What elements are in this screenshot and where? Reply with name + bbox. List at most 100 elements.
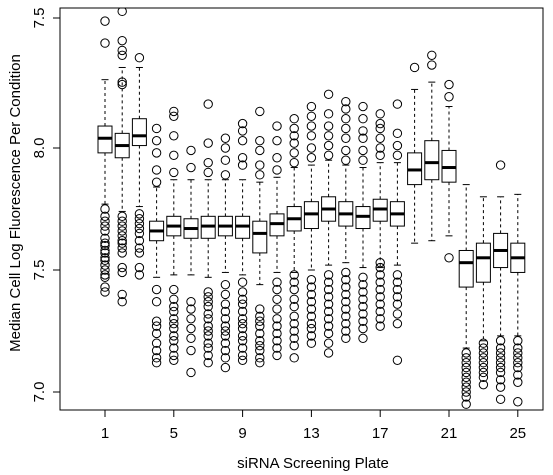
outlier-point	[513, 397, 523, 407]
outlier-point	[358, 101, 368, 112]
outlier-point	[306, 297, 317, 307]
outlier-point	[151, 345, 162, 356]
outlier-point	[358, 126, 368, 136]
outlier-point	[100, 282, 110, 292]
outlier-point	[255, 353, 265, 363]
outlier-point	[461, 392, 471, 402]
outlier-point	[151, 321, 162, 331]
outlier-point	[100, 211, 110, 222]
outlier-point	[169, 350, 179, 361]
outlier-point	[427, 60, 437, 70]
outlier-point	[289, 123, 299, 134]
outlier-point	[117, 8, 127, 17]
outlier-point	[461, 382, 471, 392]
outlier-point	[341, 311, 351, 322]
outlier-point	[306, 275, 317, 285]
outlier-point	[272, 284, 282, 295]
box-plate-4	[149, 123, 165, 368]
outlier-point	[203, 157, 213, 168]
outlier-point	[444, 253, 454, 263]
outlier-point	[392, 128, 403, 139]
outlier-point	[151, 316, 162, 326]
outlier-point	[358, 114, 368, 124]
outlier-point	[323, 284, 334, 295]
outlier-point	[478, 338, 489, 348]
outlier-point	[358, 145, 368, 156]
outlier-point	[186, 367, 196, 378]
outlier-point	[117, 231, 127, 241]
outlier-point	[323, 109, 334, 119]
outlier-point	[392, 150, 403, 161]
outlier-point	[151, 177, 162, 187]
outlier-point	[478, 367, 489, 378]
outlier-point	[151, 358, 162, 368]
outlier-point	[134, 223, 145, 234]
outlier-point	[203, 138, 213, 148]
box-iqr	[131, 118, 147, 147]
outlier-point	[134, 218, 145, 229]
outlier-point	[392, 318, 403, 329]
outlier-point	[255, 316, 265, 326]
outlier-point	[117, 238, 127, 248]
box-plate-15	[338, 96, 354, 344]
outlier-point	[203, 314, 213, 324]
outlier-point	[203, 358, 213, 368]
outlier-point	[151, 123, 162, 134]
outlier-point	[203, 321, 213, 331]
outlier-point	[117, 297, 127, 307]
outlier-point	[117, 211, 127, 222]
outlier-point	[461, 348, 471, 358]
outlier-point	[289, 333, 299, 344]
x-tick-label: 17	[372, 425, 389, 442]
outlier-point	[220, 155, 231, 165]
outlier-point	[220, 353, 231, 363]
outlier-point	[272, 153, 282, 163]
box-plate-24	[493, 160, 509, 405]
box-plate-16	[355, 101, 371, 344]
x-tick-label: 25	[509, 425, 526, 442]
box-plate-22	[458, 184, 474, 409]
outlier-point	[272, 121, 282, 131]
outlier-point	[306, 318, 317, 329]
outlier-point	[289, 318, 299, 329]
outlier-point	[117, 77, 127, 87]
outlier-point	[289, 277, 299, 287]
outlier-point	[100, 255, 110, 265]
outlier-point	[237, 318, 248, 329]
outlier-point	[375, 118, 385, 129]
outlier-point	[375, 262, 385, 273]
outlier-point	[392, 99, 403, 109]
box-plate-19	[407, 62, 423, 244]
outlier-point	[169, 336, 179, 346]
outlier-point	[323, 140, 334, 151]
outlier-point	[289, 138, 299, 148]
outlier-point	[495, 362, 506, 373]
outlier-point	[323, 338, 334, 348]
outlier-point	[186, 304, 196, 314]
outlier-point	[117, 236, 127, 246]
outlier-point	[323, 89, 334, 100]
x-axis: 1 5 9 13 17 21 25	[101, 410, 526, 442]
outlier-point	[100, 270, 110, 280]
outlier-point	[358, 309, 368, 319]
outlier-point	[323, 328, 334, 339]
outlier-point	[272, 328, 282, 339]
outlier-point	[341, 304, 351, 314]
outlier-point	[289, 270, 299, 280]
outlier-point	[237, 277, 248, 287]
outlier-point	[375, 150, 385, 161]
outlier-point	[186, 323, 196, 334]
outlier-point	[323, 321, 334, 331]
outlier-point	[341, 275, 351, 285]
outlier-point	[392, 355, 403, 365]
outlier-point	[237, 299, 248, 309]
box-plate-18	[389, 99, 405, 365]
outlier-point	[358, 155, 368, 165]
x-tick-label: 13	[303, 425, 320, 442]
outlier-point	[203, 292, 213, 302]
outlier-point	[272, 294, 282, 304]
outlier-point	[289, 326, 299, 336]
box-iqr	[424, 140, 440, 181]
outlier-point	[478, 362, 489, 373]
outlier-point	[220, 331, 231, 341]
